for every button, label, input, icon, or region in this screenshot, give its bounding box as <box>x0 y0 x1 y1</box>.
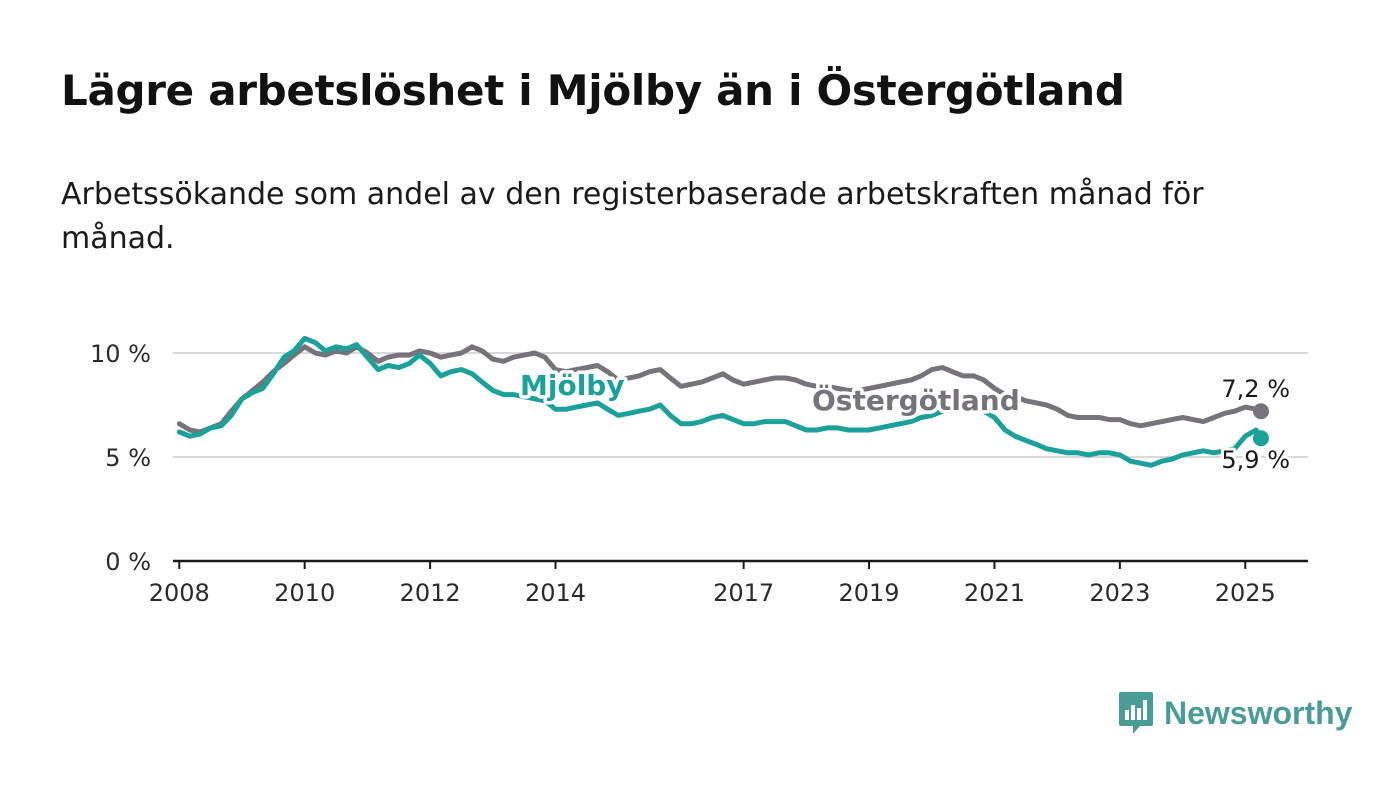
newsworthy-logo: Newsworthy <box>1118 690 1352 736</box>
x-tick-label: 2008 <box>149 579 210 607</box>
brand-name: Newsworthy <box>1164 694 1353 731</box>
series-line-mjölby <box>176 335 1264 468</box>
series-label-mjolby: Mjölby <box>520 369 625 402</box>
y-tick-label: 10 % <box>90 340 151 368</box>
x-tick-label: 2014 <box>525 579 586 607</box>
end-value-label-östergötland: 7,2 % <box>1221 375 1290 403</box>
x-tick-label: 2023 <box>1089 579 1150 607</box>
x-axis: 2008 2010 2012 2014 2017 2019 2021 2023 2025 <box>149 559 1308 607</box>
x-tick-label: 2010 <box>274 579 335 607</box>
x-tick-label: 2019 <box>839 579 900 607</box>
x-tick-label: 2025 <box>1215 579 1276 607</box>
y-tick-label: 0 % <box>105 548 151 576</box>
newsworthy-logo-icon <box>1119 692 1153 734</box>
x-tick-label: 2012 <box>400 579 461 607</box>
x-tick-label: 2021 <box>964 579 1025 607</box>
series-line-östergötland <box>176 344 1264 435</box>
chart-title: Lägre arbetslöshet i Mjölby än i Östergö… <box>61 66 1125 115</box>
series-lines <box>176 335 1269 468</box>
series-label-ostergotland: Östergötland <box>812 383 1020 417</box>
end-value-label-mjölby: 5,9 % <box>1221 446 1290 474</box>
end-point-mjölby <box>1252 430 1269 447</box>
series-labels: Mjölby Östergötland 7,2 % 5,9 % <box>517 366 1294 478</box>
end-point-östergötland <box>1252 403 1269 420</box>
y-tick-label: 5 % <box>105 444 151 472</box>
x-tick-label: 2017 <box>713 579 774 607</box>
chart-subtitle: Arbetssökande som andel av den registerb… <box>61 177 1204 256</box>
